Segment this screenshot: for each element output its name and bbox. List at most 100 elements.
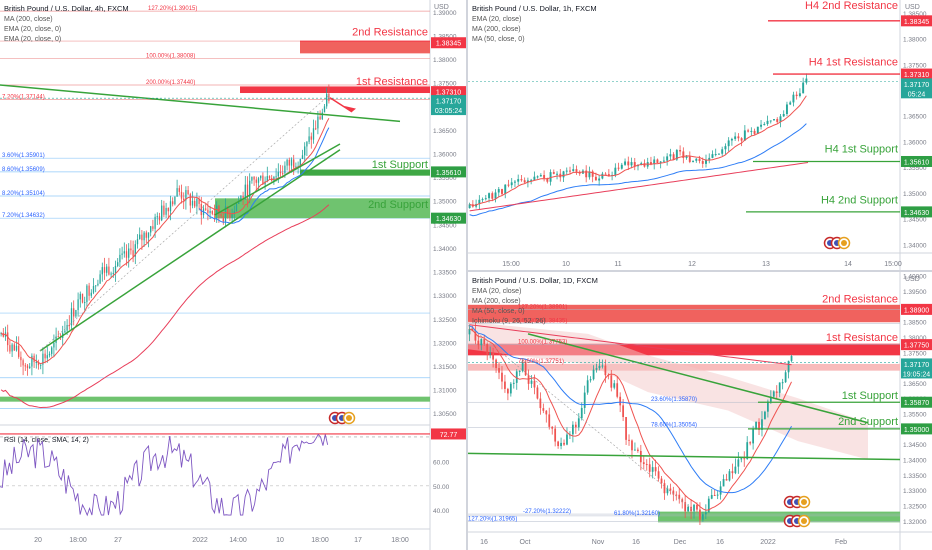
h4-candle <box>81 293 84 303</box>
fib-label: 3.60%(1.35901) <box>2 153 45 159</box>
h4-candle <box>167 207 169 212</box>
h1-candle <box>737 136 740 139</box>
h4-candle <box>286 159 288 166</box>
price-tick: 1.35500 <box>433 175 457 182</box>
h1-candle <box>698 158 701 162</box>
chart-1h-svg[interactable]: USD1.385001.380001.375001.370001.365001.… <box>468 0 932 270</box>
d1-candle <box>778 382 781 393</box>
h4-candle <box>183 198 185 201</box>
price-tag-cur-text2: 19:05:24 <box>903 371 930 378</box>
price-tag-sup-text: 1.35870 <box>904 400 929 407</box>
d1-candle <box>604 365 607 376</box>
price-tag-sup-text: 1.34630 <box>436 216 461 223</box>
price-tick: 1.34500 <box>433 222 457 229</box>
h4-candle <box>134 244 136 257</box>
chart-1d-panel[interactable]: USD1.400001.395001.390001.385001.380001.… <box>468 272 932 550</box>
h4-candle <box>130 248 132 251</box>
h4-candle <box>205 208 207 210</box>
time-label: 16 <box>716 539 724 546</box>
h1-candle <box>507 184 510 186</box>
h1-candle <box>708 157 711 160</box>
time-label: 15:00 <box>884 261 902 268</box>
d1-candle <box>666 488 669 494</box>
support-zone-low <box>0 396 430 402</box>
h4-candle <box>198 198 200 204</box>
h4-candle <box>18 345 20 357</box>
d1-candle <box>761 419 763 430</box>
panel-divider-vertical[interactable] <box>466 0 468 550</box>
price-tag-cur-text2: 05:24 <box>908 91 926 98</box>
d1-candle <box>563 442 565 445</box>
h4-candle <box>13 344 15 351</box>
fib-label: 61.80%(1.32160) <box>614 511 660 517</box>
d1-candle <box>651 467 654 472</box>
h1-candle <box>753 130 756 134</box>
price-tick: 1.34500 <box>903 217 927 224</box>
h1-candle <box>685 156 688 158</box>
h4-candle <box>317 116 319 129</box>
fib-diag <box>39 94 331 352</box>
d1-candle <box>787 360 790 373</box>
fib-label: 8.60%(1.35609) <box>2 167 45 173</box>
h4-candle <box>315 128 317 130</box>
rsi-tick: 50.00 <box>433 484 450 491</box>
h1-candle <box>662 160 665 162</box>
chart-1h-panel[interactable]: USD1.385001.380001.375001.370001.365001.… <box>468 0 932 270</box>
h1-candle <box>730 138 733 141</box>
legend-item: EMA (20, close, 0) <box>4 36 61 43</box>
support-zone-1 <box>300 169 430 176</box>
fib-label: 23.60%(1.35870) <box>651 397 697 403</box>
chart-1d-svg[interactable]: USD1.400001.395001.390001.385001.380001.… <box>468 272 932 550</box>
legend-item: Ichimoku (9, 26, 52, 26) <box>472 318 546 325</box>
price-tag-cur <box>901 358 932 379</box>
d1-candle <box>560 442 562 447</box>
d1-candle <box>622 405 624 418</box>
chart-4h-svg[interactable]: USD1.390001.385001.380001.375001.370001.… <box>0 0 466 550</box>
d1-candle <box>574 424 577 428</box>
h1-candle <box>552 172 555 174</box>
level-label-sup: 1st Support <box>842 390 898 402</box>
h4-candle <box>189 194 191 206</box>
h1-candle <box>724 146 727 150</box>
h4-candle <box>154 216 156 229</box>
d1-candle <box>492 353 494 360</box>
h4-candle <box>273 176 275 181</box>
level-label-res: 2nd Resistance <box>352 27 428 39</box>
price-tag-res-text: 1.37310 <box>904 72 929 79</box>
d1-candle <box>595 368 598 370</box>
d1-candle <box>687 506 689 512</box>
d1-candle <box>719 486 722 495</box>
panel-divider-horizontal[interactable] <box>468 270 932 272</box>
price-axis-unit: USD <box>905 276 920 283</box>
time-label: 18:00 <box>69 537 87 544</box>
time-label: 16 <box>480 539 488 546</box>
events-flag-core <box>346 415 352 421</box>
h1-candle <box>591 171 594 177</box>
h4-candle <box>180 191 183 199</box>
price-tick: 1.33500 <box>433 270 457 277</box>
h1-candle <box>659 161 662 163</box>
chart-4h-panel[interactable]: USD1.390001.385001.380001.375001.370001.… <box>0 0 466 550</box>
price-tick: 1.38500 <box>903 320 927 327</box>
d1-candle <box>572 424 574 435</box>
support-zone-2 <box>215 198 430 219</box>
time-label: 18:00 <box>391 537 409 544</box>
h1-candle <box>481 199 484 201</box>
level-label-sup: 2nd Support <box>368 199 428 211</box>
price-tag-res-text: 1.38345 <box>436 41 461 48</box>
d1-candle <box>577 418 580 428</box>
h4-candle <box>51 347 53 354</box>
time-label: Nov <box>592 539 605 546</box>
d1-candle <box>498 368 500 373</box>
price-tick: 1.37500 <box>903 350 927 357</box>
h1-candle <box>773 119 775 121</box>
price-tick: 1.39000 <box>433 10 457 17</box>
h4-candle <box>108 266 110 275</box>
level-label-sup: H4 2nd Support <box>821 195 898 207</box>
d1-candle <box>515 371 518 383</box>
d1-candle <box>758 421 760 430</box>
h4-candle <box>235 203 238 212</box>
price-tag-cur-text: 1.37170 <box>436 99 461 106</box>
time-label: 17 <box>354 537 362 544</box>
